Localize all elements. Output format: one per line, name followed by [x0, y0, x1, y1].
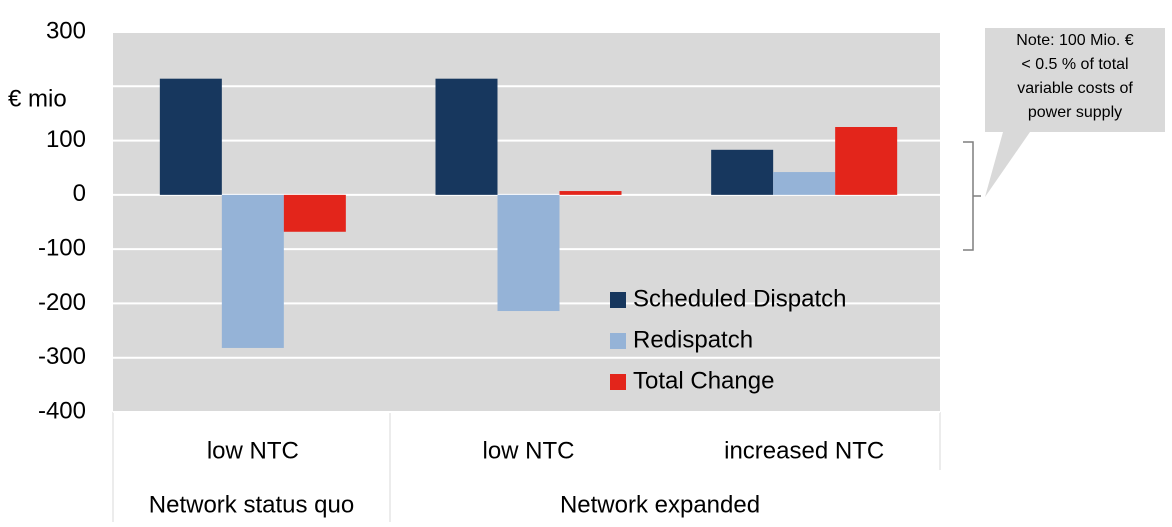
y-tick-label: 100: [46, 126, 86, 153]
note-text: < 0.5 % of total: [1021, 56, 1128, 73]
note-text: variable costs of: [1017, 80, 1133, 97]
legend-swatch: [610, 333, 626, 349]
legend-swatch: [610, 292, 626, 308]
y-axis-unit: € mio: [8, 86, 67, 113]
legend-swatch: [610, 374, 626, 390]
y-tick-label: -400: [38, 397, 86, 424]
legend-label: Scheduled Dispatch: [633, 285, 846, 312]
x-tick-label: increased NTC: [724, 437, 884, 464]
y-tick-label: -100: [38, 234, 86, 261]
bar: [159, 78, 222, 195]
group-label: Network status quo: [149, 491, 354, 518]
note-text: power supply: [1028, 104, 1122, 121]
bar: [835, 127, 898, 195]
y-tick-label: -200: [38, 289, 86, 316]
bar: [773, 172, 836, 195]
note-callout: [985, 28, 1165, 197]
note-text: Note: 100 Mio. €: [1016, 32, 1134, 49]
bar: [283, 194, 346, 232]
y-tick-label: -300: [38, 343, 86, 370]
x-tick-label: low NTC: [207, 437, 299, 464]
bar: [221, 194, 284, 348]
y-tick-label: 0: [73, 180, 86, 207]
bar: [711, 149, 774, 195]
x-tick-label: low NTC: [482, 437, 574, 464]
note-bracket: [963, 141, 981, 251]
bar: [497, 194, 560, 312]
y-tick-label: 300: [46, 17, 86, 44]
group-label: Network expanded: [560, 491, 760, 518]
bar: [435, 78, 498, 195]
bar: [559, 191, 622, 195]
legend-label: Redispatch: [633, 326, 753, 353]
legend-label: Total Change: [633, 367, 774, 394]
